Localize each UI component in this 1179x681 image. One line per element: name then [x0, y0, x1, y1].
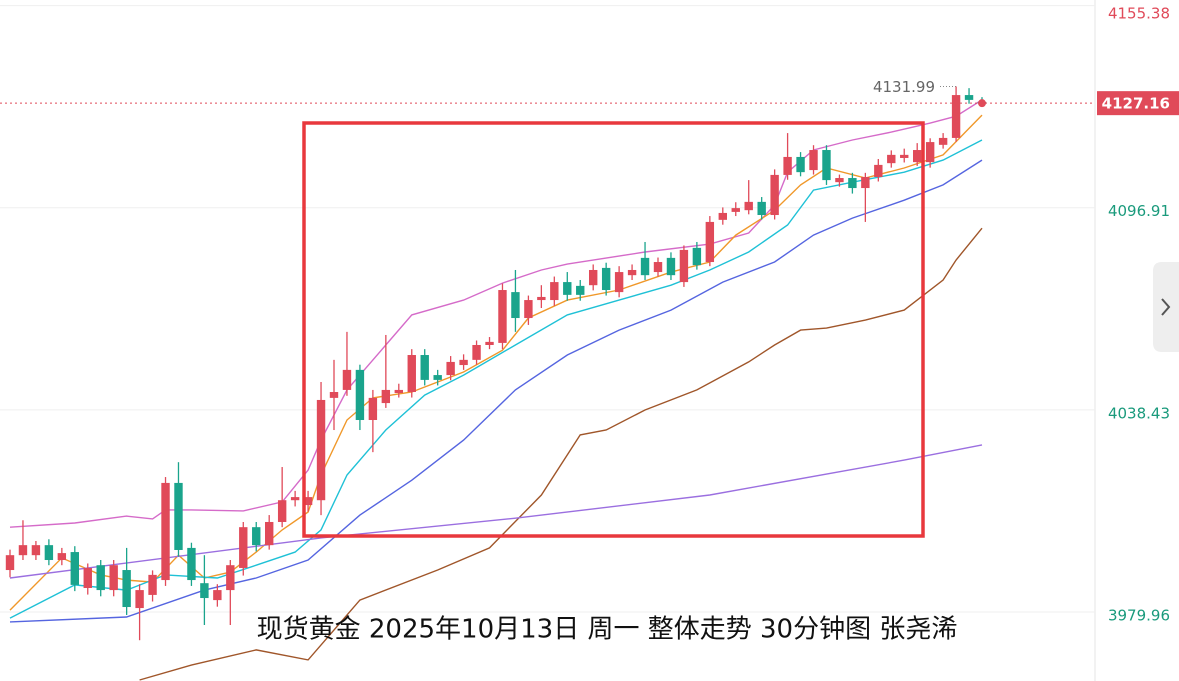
candle-body — [122, 570, 131, 608]
overlay: 4131.99 4127.16 — [0, 78, 1179, 116]
candle-body — [770, 174, 779, 216]
candle-body — [174, 482, 183, 550]
candle-body — [731, 208, 740, 212]
candle-body — [472, 344, 481, 360]
candle-body — [316, 399, 326, 501]
candle-body — [252, 527, 261, 546]
side-tab-bg[interactable] — [1153, 262, 1179, 352]
candle-body — [744, 201, 753, 211]
candle-body — [848, 178, 857, 189]
high-label: 4131.99 — [873, 78, 935, 96]
candle-body — [355, 369, 365, 421]
last-price-label: 4127.16 — [1102, 95, 1170, 113]
candles — [5, 86, 987, 641]
candle-body — [459, 359, 468, 366]
highlight-box — [302, 121, 925, 538]
candle-body — [213, 590, 222, 601]
y-tick-label: 4096.91 — [1108, 202, 1170, 220]
candle-body — [692, 247, 702, 266]
ma-line — [139, 227, 983, 681]
candle-body — [783, 156, 792, 175]
candle-body — [524, 300, 533, 319]
candle-body — [18, 545, 28, 556]
candle-body — [239, 527, 248, 568]
candle-body — [718, 212, 727, 220]
candle-body — [433, 375, 442, 380]
candle-body — [277, 500, 287, 522]
last-price-dot — [978, 99, 986, 108]
y-tick-label: 4155.38 — [1108, 5, 1170, 23]
candle-body — [265, 521, 274, 546]
candle-body — [705, 221, 715, 263]
candle-body — [887, 154, 896, 164]
candle-body — [44, 545, 54, 561]
side-tab[interactable] — [1153, 262, 1179, 352]
candle-body — [964, 95, 974, 100]
candle-body — [861, 176, 870, 189]
y-tick-label: 3979.96 — [1108, 607, 1170, 625]
candle-body — [757, 201, 766, 216]
candle-body — [938, 137, 948, 145]
candle-body — [342, 369, 352, 390]
candle-body — [187, 547, 196, 581]
candle-body — [290, 497, 300, 501]
candle-body — [951, 95, 961, 138]
ma-line — [9, 139, 983, 619]
candle-body — [135, 590, 144, 609]
candle-body — [666, 257, 676, 276]
candle-body — [822, 150, 831, 181]
candle-body — [329, 392, 339, 398]
candle-body — [498, 290, 507, 343]
candle-body — [563, 282, 572, 295]
candle-body — [640, 257, 650, 276]
candle-body — [407, 355, 416, 393]
candle-body — [368, 397, 378, 421]
last-price-badge — [1097, 91, 1179, 116]
ma-line — [9, 159, 983, 623]
candle-body — [576, 285, 585, 295]
candle-body — [550, 282, 559, 301]
candle-body — [679, 249, 689, 283]
chevron-icon[interactable] — [1161, 298, 1171, 316]
candle-body — [161, 482, 170, 581]
candle-body — [394, 389, 403, 394]
candle-body — [200, 583, 209, 599]
candle-body — [809, 150, 818, 171]
candle-body — [614, 272, 624, 293]
candle-body — [57, 553, 67, 561]
candle-body — [83, 567, 92, 589]
candle-body — [874, 164, 883, 177]
candle-body — [925, 142, 935, 163]
candle-body — [913, 150, 922, 163]
candle-body — [601, 267, 611, 291]
candle-body — [627, 269, 637, 276]
candle-body — [485, 341, 494, 345]
candle-body — [835, 178, 844, 183]
candle-body — [653, 262, 663, 273]
grid: 3979.96 4038.43 4096.91 4155.38 — [0, 5, 1170, 625]
candle-body — [5, 555, 15, 571]
candle-body — [589, 269, 598, 286]
candle-body — [303, 497, 313, 506]
candle-body — [900, 154, 909, 158]
candle-body — [537, 296, 546, 301]
candle-body — [70, 552, 79, 585]
candle-body — [446, 361, 455, 376]
candle-body — [420, 355, 429, 380]
y-tick-label: 4038.43 — [1108, 404, 1170, 422]
candle-body — [148, 574, 157, 595]
candle-body — [109, 565, 118, 591]
candle-body — [511, 292, 520, 319]
candle-body — [31, 545, 41, 556]
caption: 现货黄金 2025年10月13日 周一 整体走势 30分钟图 张尧浠 — [257, 615, 958, 645]
candle-body — [226, 565, 235, 591]
candle-body — [381, 389, 391, 404]
candle-body — [796, 156, 805, 173]
candle-body — [96, 565, 105, 591]
